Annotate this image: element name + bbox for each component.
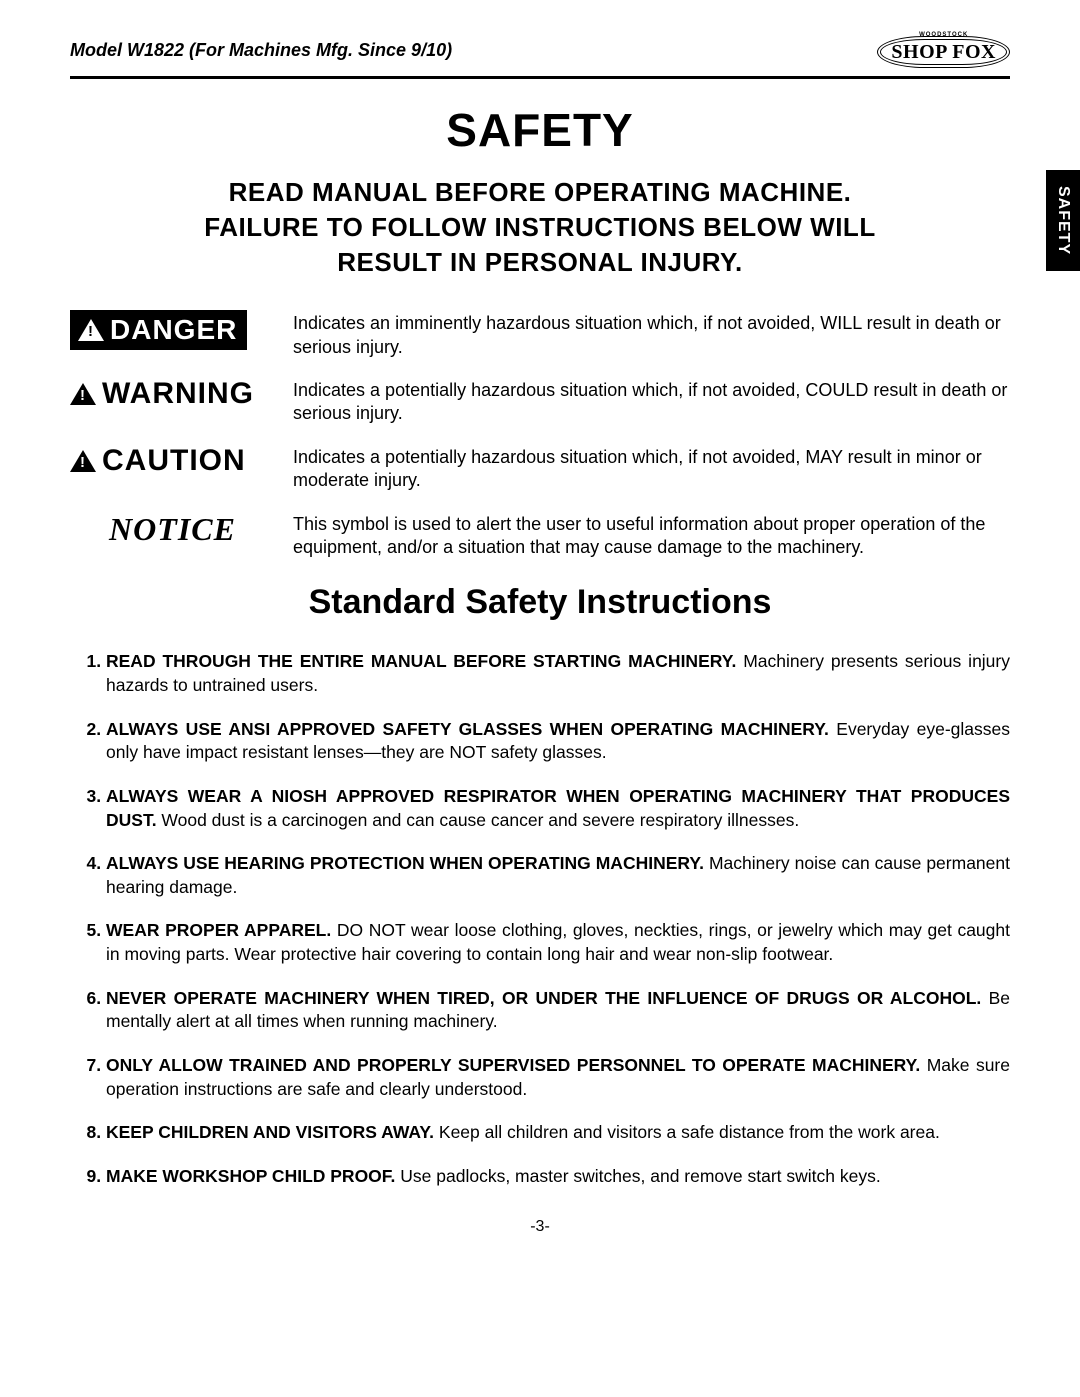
instruction-item: ALWAYS USE HEARING PROTECTION WHEN OPERA… (106, 852, 1010, 899)
signal-warning-word: WARNING (102, 377, 254, 411)
signal-notice-word: NOTICE (109, 511, 236, 548)
signal-caution-row: ! CAUTION Indicates a potentially hazard… (70, 444, 1010, 493)
signal-caution-word: CAUTION (102, 444, 246, 478)
signal-warning-row: ! WARNING Indicates a potentially hazard… (70, 377, 1010, 426)
page: Model W1822 (For Machines Mfg. Since 9/1… (0, 0, 1080, 1276)
instruction-lead: READ THROUGH THE ENTIRE MANUAL BEFORE ST… (106, 651, 736, 671)
section-tab: SAFETY (1046, 170, 1080, 271)
instruction-item: KEEP CHILDREN AND VISITORS AWAY. Keep al… (106, 1121, 1010, 1145)
signal-notice-desc: This symbol is used to alert the user to… (293, 511, 1010, 560)
instruction-lead: WEAR PROPER APPAREL. (106, 920, 331, 940)
header: Model W1822 (For Machines Mfg. Since 9/1… (70, 32, 1010, 79)
instruction-rest: Wood dust is a carcinogen and can cause … (157, 810, 800, 830)
instruction-item: ONLY ALLOW TRAINED AND PROPERLY SUPERVIS… (106, 1054, 1010, 1101)
signal-danger-label: ! DANGER (70, 310, 275, 350)
subtitle-line-3: RESULT IN PERSONAL INJURY. (337, 247, 742, 277)
instruction-item: NEVER OPERATE MACHINERY WHEN TIRED, OR U… (106, 987, 1010, 1034)
alert-triangle-icon: ! (70, 450, 96, 472)
subtitle-line-2: FAILURE TO FOLLOW INSTRUCTIONS BELOW WIL… (204, 212, 875, 242)
subtitle-line-1: READ MANUAL BEFORE OPERATING MACHINE. (229, 177, 852, 207)
instruction-lead: MAKE WORKSHOP CHILD PROOF. (106, 1166, 395, 1186)
instruction-rest: Use padlocks, master switches, and remov… (395, 1166, 880, 1186)
instruction-lead: ALWAYS USE ANSI APPROVED SAFETY GLASSES … (106, 719, 829, 739)
instruction-lead: KEEP CHILDREN AND VISITORS AWAY. (106, 1122, 434, 1142)
model-text: Model W1822 (For Machines Mfg. Since 9/1… (70, 40, 452, 61)
signal-notice-label: NOTICE (70, 511, 275, 548)
instruction-lead: NEVER OPERATE MACHINERY WHEN TIRED, OR U… (106, 988, 981, 1008)
signal-warning-desc: Indicates a potentially hazardous situat… (293, 377, 1010, 426)
instructions-list: READ THROUGH THE ENTIRE MANUAL BEFORE ST… (70, 650, 1010, 1188)
alert-triangle-icon: ! (78, 319, 104, 341)
instruction-lead: ONLY ALLOW TRAINED AND PROPERLY SUPERVIS… (106, 1055, 920, 1075)
instruction-rest: Keep all children and visitors a safe di… (434, 1122, 940, 1142)
signal-danger-row: ! DANGER Indicates an imminently hazardo… (70, 310, 1010, 359)
instruction-item: ALWAYS WEAR A NIOSH APPROVED RESPIRATOR … (106, 785, 1010, 832)
instruction-item: MAKE WORKSHOP CHILD PROOF. Use padlocks,… (106, 1165, 1010, 1189)
instruction-item: READ THROUGH THE ENTIRE MANUAL BEFORE ST… (106, 650, 1010, 697)
page-subtitle: READ MANUAL BEFORE OPERATING MACHINE. FA… (70, 175, 1010, 280)
page-number: -3- (70, 1218, 1010, 1236)
page-title: SAFETY (70, 103, 1010, 157)
brand-name: SHOP FOX (877, 36, 1010, 68)
signal-warning-label: ! WARNING (70, 377, 275, 411)
instruction-lead: ALWAYS USE HEARING PROTECTION WHEN OPERA… (106, 853, 704, 873)
signal-caution-label: ! CAUTION (70, 444, 275, 478)
brand-logo: WOODSTOCK SHOP FOX (877, 32, 1010, 68)
signal-danger-word: DANGER (110, 314, 237, 346)
signal-caution-desc: Indicates a potentially hazardous situat… (293, 444, 1010, 493)
section-heading: Standard Safety Instructions (70, 583, 1010, 622)
instruction-item: ALWAYS USE ANSI APPROVED SAFETY GLASSES … (106, 718, 1010, 765)
signal-danger-desc: Indicates an imminently hazardous situat… (293, 310, 1010, 359)
instruction-item: WEAR PROPER APPAREL. DO NOT wear loose c… (106, 919, 1010, 966)
signal-notice-row: NOTICE This symbol is used to alert the … (70, 511, 1010, 560)
alert-triangle-icon: ! (70, 383, 96, 405)
